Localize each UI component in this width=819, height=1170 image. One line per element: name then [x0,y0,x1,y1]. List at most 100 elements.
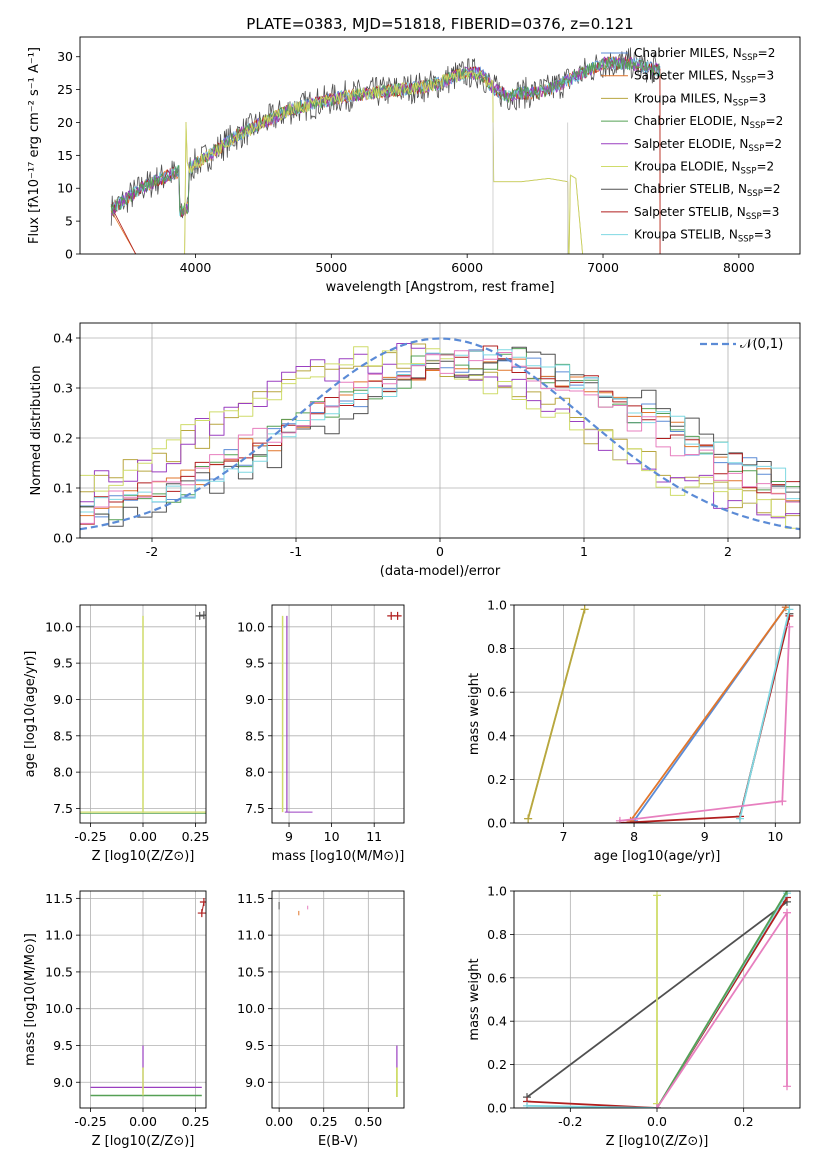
spectrum-chabrier-miles [111,56,661,218]
weight-line [527,609,586,819]
panel-age_vs_mass: 9 10 11 7.5 8.0 8.5 9.0 9.5 10.0 mass [log10(M/M⊙… [237,604,405,864]
axes-frame [79,890,207,1109]
y-tick-label: 10.5 [237,964,265,979]
residual-hist-kroupa-stelib [80,349,800,513]
y-axis-label: Normed distribution [29,366,44,496]
y-tick-label: 8.5 [53,728,73,743]
marker [735,814,744,823]
axes-frame [271,604,405,824]
axes-frame [513,604,801,824]
x-axis-label: (data-model)/error [380,564,501,579]
y-tick-label: 8.0 [53,765,73,780]
marker [615,816,624,823]
y-tick-label: 9.5 [53,656,73,671]
weight-line [656,891,788,1108]
panel-residuals: -2 -1 0 1 2 0.0 0.1 0.2 0.3 0.4 (data-model)/error… [29,322,801,579]
panels: 4000 5000 6000 7000 8000051015202530waveleng… [23,36,801,1149]
legend-entry: Kroupa MILES, NSSP=3 [634,91,766,108]
y-tick-label: 8.0 [245,765,265,780]
y-axis-label: mass [log10(M/M⊙)] [23,933,38,1066]
plot-area [514,891,800,1108]
y-tick-label: 9.5 [53,1038,73,1053]
legend-entry: Salpeter MILES, NSSP=3 [634,69,774,86]
x-tick-label: 0 [436,544,444,559]
y-tick-label: 20 [57,115,73,130]
y-tick-label: 1.0 [487,884,507,899]
x-tick-label: 0.00 [265,1114,293,1129]
x-tick-label: 0.25 [182,1114,210,1129]
y-tick-label: 0.0 [487,816,507,831]
plot-area [80,323,800,538]
x-axis-label: age [log10(age/yr)] [594,849,721,864]
axes-frame [271,890,405,1109]
marker [580,605,589,614]
panel-mass_vs_EBV: 0.00 0.25 0.50 9.0 9.5 10.0 10.5 11.0 11.5 E(B-V) [237,890,405,1149]
axes-frame [79,604,207,824]
marker [785,605,794,614]
y-tick-label: 7.5 [53,801,73,816]
marker [197,909,206,918]
x-tick-label: -0.2 [558,1114,582,1129]
weight-line [629,606,787,822]
y-tick-label: 11.5 [237,891,265,906]
x-tick-label: 9 [701,829,709,844]
y-tick-label: 11.0 [237,928,265,943]
marker [783,891,791,895]
spectrum-salpeter-miles [110,56,661,254]
x-tick-label: 5000 [315,260,347,275]
x-tick-label: 0.25 [182,829,210,844]
y-axis-label: mass weight [467,958,482,1040]
y-tick-label: 9.0 [245,692,265,707]
x-tick-label: 2 [724,544,732,559]
axes-frame [79,36,801,255]
x-tick-label: 1 [580,544,588,559]
y-tick-label: 0.4 [487,728,507,743]
gaussian-curve [80,337,800,531]
weight-line [739,609,791,819]
legend-entry: Chabrier ELODIE, NSSP=2 [634,114,783,131]
x-tick-label: -0.25 [74,829,106,844]
x-axis-label: Z [log10(Z/Z⊙)] [606,1134,709,1149]
x-axis-label: mass [log10(M/M⊙)] [272,849,405,864]
y-axis-label: mass weight [467,673,482,755]
x-tick-label: 9 [285,829,293,844]
y-tick-label: 0.4 [487,1014,507,1029]
weight-line [781,626,791,802]
y-tick-label: 0.0 [487,1101,507,1116]
weight-line [619,800,783,822]
y-tick-label: 0.8 [487,641,507,656]
x-tick-label: -2 [146,544,158,559]
x-tick-label: 0.00 [129,1114,157,1129]
x-tick-label: 0.0 [647,1114,667,1129]
x-axis-label: Z [log10(Z/Z⊙)] [92,849,195,864]
marker [653,891,661,900]
axes-frame [513,890,801,1109]
legend: Chabrier MILES, NSSP=2 Salpeter MILES, NS… [601,46,783,245]
y-tick-label: 11.5 [45,891,73,906]
y-tick-label: 10.0 [45,619,73,634]
plot-area [272,605,404,823]
residual-hist-extra [80,350,800,524]
marker [785,622,794,631]
y-tick-label: 10.0 [45,1001,73,1016]
x-tick-label: 0.25 [310,1114,338,1129]
y-tick-label: 8.5 [245,728,265,743]
y-tick-label: 9.5 [245,1038,265,1053]
y-tick-label: 0.2 [487,1057,507,1072]
y-tick-label: 0.4 [53,331,73,346]
x-tick-label: -0.25 [74,1114,106,1129]
x-tick-label: 6000 [451,260,483,275]
marker [393,611,402,620]
y-axis-label: age [log10(age/yr)] [23,651,38,778]
panel-spectrum: 4000 5000 6000 7000 8000 0 5 10 15 20 25 30 waveleng… [27,36,801,295]
marker [653,1104,661,1108]
x-tick-label: 8000 [723,260,755,275]
marker [195,611,204,620]
plot-area [110,47,661,254]
y-tick-label: 0.2 [487,772,507,787]
y-tick-label: 9.0 [53,692,73,707]
plot-area [272,891,404,1108]
marker [783,908,791,917]
x-tick-label: 0.2 [734,1114,754,1129]
weight-line [656,912,788,1108]
